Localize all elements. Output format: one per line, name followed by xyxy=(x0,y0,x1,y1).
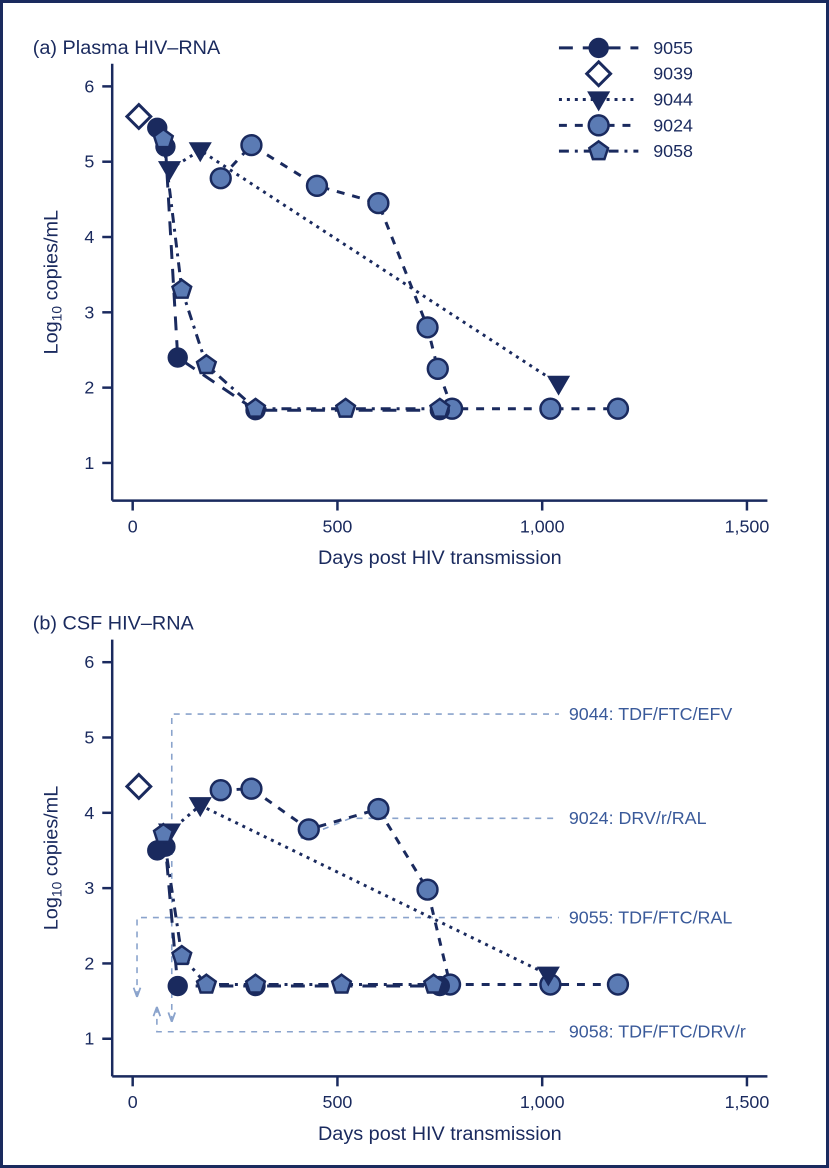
y-tick-label: 4 xyxy=(84,227,94,247)
x-tick-label: 1,000 xyxy=(520,516,565,536)
panel-b: (b) CSF HIV–RNA 0 500 1,000 1,500 1 2 3 4 5 6 Days … xyxy=(33,613,770,1145)
y-tick-label: 1 xyxy=(84,453,94,473)
marker-9044 xyxy=(160,162,180,179)
marker-9024 xyxy=(368,193,388,213)
marker-9024 xyxy=(299,819,319,839)
x-tick-label: 500 xyxy=(323,516,353,536)
marker-9058 xyxy=(332,975,351,993)
panel-b-series-9039 xyxy=(127,775,151,799)
y-tick-label: 1 xyxy=(84,1029,94,1049)
panel-b-title: (b) CSF HIV–RNA xyxy=(33,613,195,635)
x-tick-label: 1,000 xyxy=(520,1092,565,1112)
callout-label: 9055: TDF/FTC/RAL xyxy=(569,908,732,928)
marker-9055 xyxy=(169,977,187,995)
panel-a-title: (a) Plasma HIV–RNA xyxy=(33,37,221,59)
marker-9058 xyxy=(197,355,216,373)
panel-b-series-9044 xyxy=(160,798,558,984)
y-tick-label: 2 xyxy=(84,953,94,973)
x-tick-label: 500 xyxy=(323,1092,353,1112)
marker-9024 xyxy=(211,168,231,188)
y-tick-label: 6 xyxy=(84,652,94,672)
y-tick-label: 2 xyxy=(84,378,94,398)
marker-9024 xyxy=(540,399,560,419)
legend-marker-9055 xyxy=(590,39,608,57)
marker-9044 xyxy=(190,798,210,815)
legend: 9055 9039 9044 9024 9058 xyxy=(559,38,693,161)
x-tick-label: 1,500 xyxy=(725,1092,770,1112)
legend-label: 9044 xyxy=(653,89,693,109)
legend-label: 9058 xyxy=(653,141,693,161)
callout-label: 9044: TDF/FTC/EFV xyxy=(569,704,733,724)
callout-1: 9024: DRV/r/RAL xyxy=(301,808,707,838)
callout-3: 9058: TDF/FTC/DRV/r xyxy=(153,1007,745,1042)
marker-9024 xyxy=(368,799,388,819)
legend-label: 9039 xyxy=(653,64,693,84)
marker-9024 xyxy=(307,176,327,196)
marker-9058 xyxy=(336,399,355,417)
y-axis-label: Log10 copies/mL xyxy=(41,210,64,355)
y-tick-label: 6 xyxy=(84,76,94,96)
legend-marker-9024 xyxy=(589,115,609,135)
marker-9024 xyxy=(418,317,438,337)
marker-9044 xyxy=(549,377,569,394)
marker-9058 xyxy=(246,975,265,993)
marker-9039 xyxy=(127,775,151,799)
y-tick-label: 4 xyxy=(84,803,94,823)
legend-label: 9055 xyxy=(653,38,693,58)
y-tick-label: 3 xyxy=(84,878,94,898)
panel-b-series-9024 xyxy=(211,779,628,995)
marker-9055 xyxy=(169,349,187,367)
panel-a: (a) Plasma HIV–RNA 0 500 1,000 1,500 1 2 3 4 5 6 Da… xyxy=(33,37,770,569)
legend-label: 9024 xyxy=(653,115,693,135)
x-tick-label: 1,500 xyxy=(725,516,770,536)
legend-marker-9058 xyxy=(589,141,608,159)
callout-label: 9024: DRV/r/RAL xyxy=(569,808,707,828)
figure-frame: (a) Plasma HIV–RNA 0 500 1,000 1,500 1 2 3 4 5 6 Da… xyxy=(0,0,829,1168)
marker-9024 xyxy=(211,780,231,800)
panel-b-series-9058 xyxy=(154,824,443,992)
marker-9024 xyxy=(418,880,438,900)
marker-9024 xyxy=(242,135,262,155)
y-tick-label: 5 xyxy=(84,727,94,747)
chart-svg: (a) Plasma HIV–RNA 0 500 1,000 1,500 1 2 3 4 5 6 Da… xyxy=(3,3,826,1165)
marker-9024 xyxy=(608,399,628,419)
y-tick-label: 3 xyxy=(84,302,94,322)
x-tick-label: 0 xyxy=(128,516,138,536)
x-tick-label: 0 xyxy=(128,1092,138,1112)
marker-9024 xyxy=(242,779,262,799)
legend-marker-9039 xyxy=(587,62,611,86)
marker-9058 xyxy=(172,946,191,964)
callout-label: 9058: TDF/FTC/DRV/r xyxy=(569,1022,746,1042)
marker-9024 xyxy=(428,359,448,379)
marker-9039 xyxy=(127,105,151,129)
marker-9044 xyxy=(190,143,210,160)
marker-9058 xyxy=(246,399,265,417)
x-axis-label: Days post HIV transmission xyxy=(318,547,562,569)
marker-9058 xyxy=(172,280,191,298)
y-tick-label: 5 xyxy=(84,152,94,172)
marker-9024 xyxy=(608,975,628,995)
y-axis-label: Log10 copies/mL xyxy=(41,786,64,931)
panel-a-axes: 0 500 1,000 1,500 1 2 3 4 5 6 Days post HIV transm… xyxy=(41,64,770,569)
panel-a-series-9039 xyxy=(127,105,151,129)
x-axis-label: Days post HIV transmission xyxy=(318,1123,562,1145)
